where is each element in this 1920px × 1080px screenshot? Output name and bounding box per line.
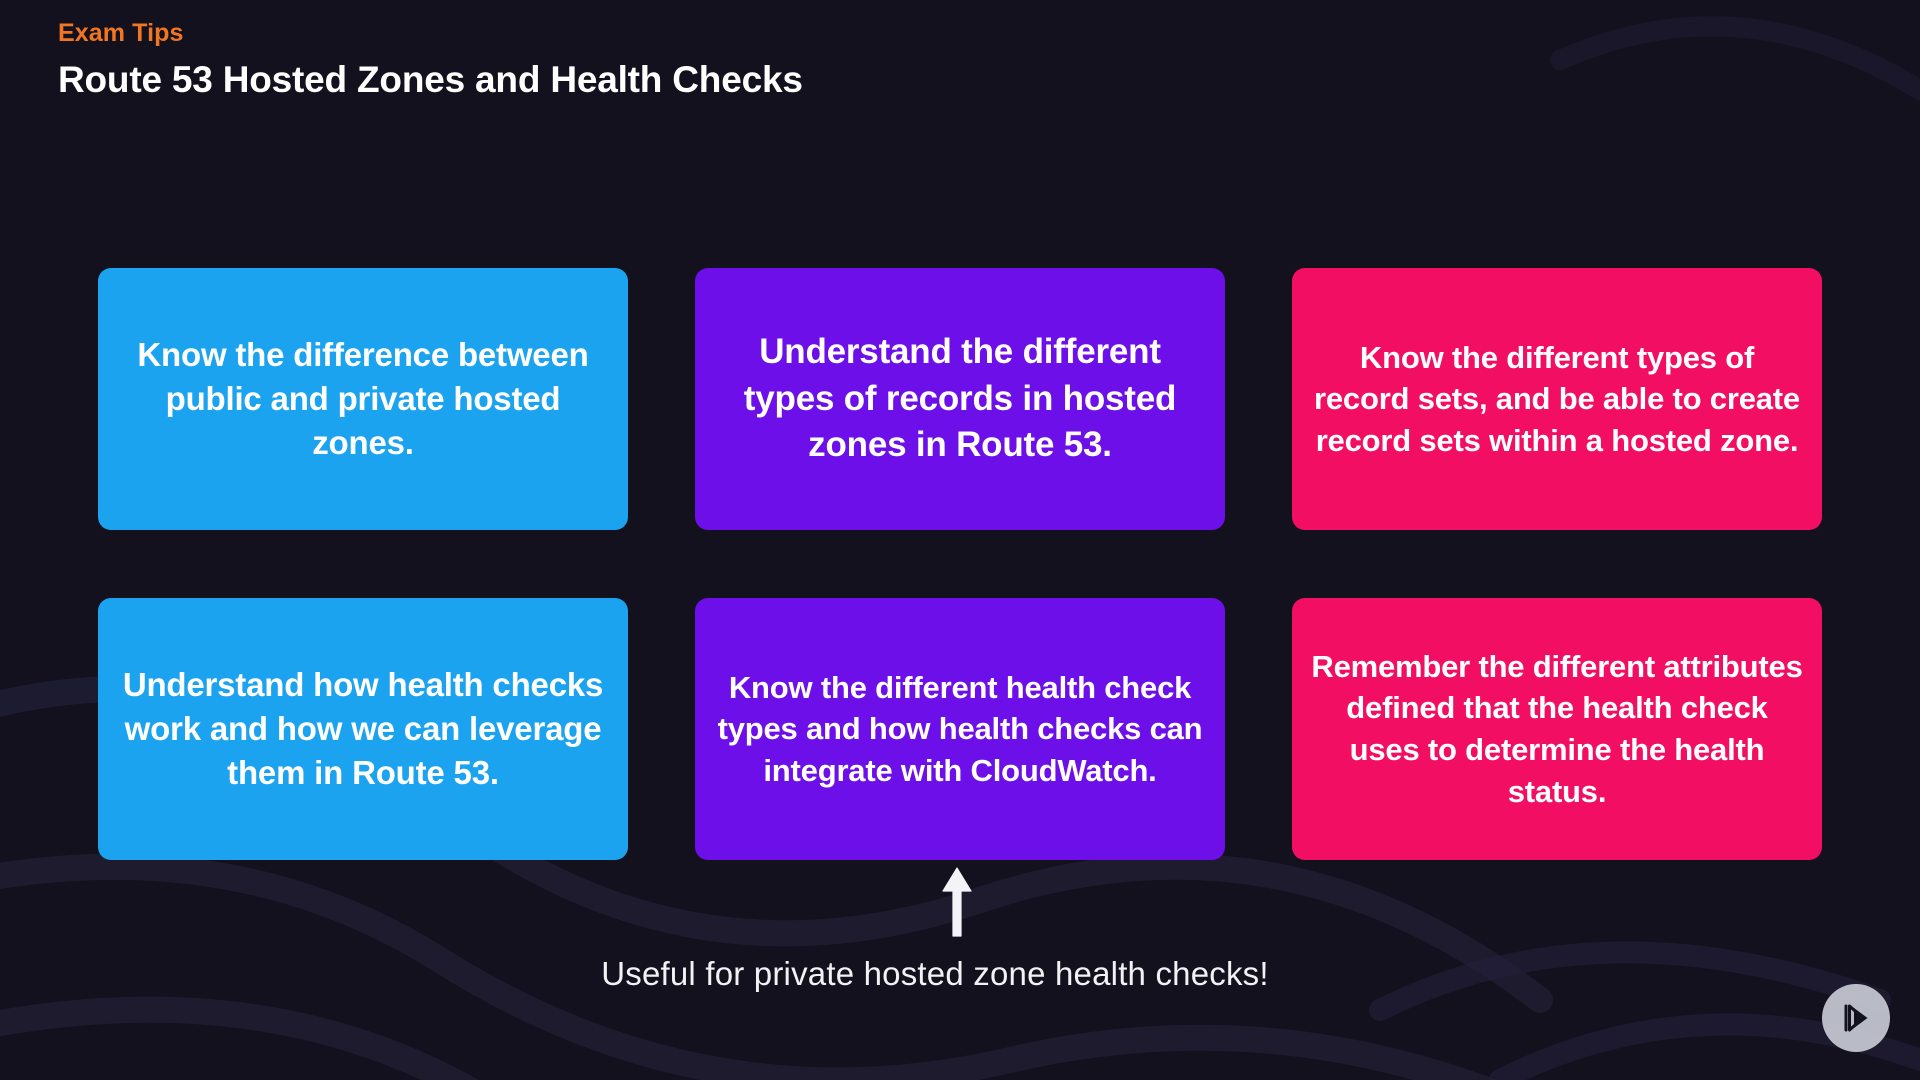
exam-tip-card-text: Remember the different attributes define… bbox=[1311, 648, 1803, 809]
watermark-logo bbox=[1822, 984, 1890, 1052]
exam-tip-card-health-checks-leverage: Understand how health checks work and ho… bbox=[98, 598, 628, 860]
play-double-triangle-icon bbox=[1844, 1004, 1868, 1032]
exam-tip-card-record-sets: Know the different types of record sets,… bbox=[1292, 268, 1822, 530]
exam-tip-card-health-check-types-cloudwatch: Know the different health check types an… bbox=[695, 598, 1225, 860]
exam-tip-card-text: Understand how health checks work and ho… bbox=[122, 665, 604, 792]
exam-tip-card-text: Understand the different types of record… bbox=[743, 331, 1177, 465]
annotation-caption-text: Useful for private hosted zone health ch… bbox=[601, 955, 1269, 992]
arrow-up-icon bbox=[942, 867, 972, 937]
exam-tip-card-public-private-hosted-zones: Know the difference between public and p… bbox=[98, 268, 628, 530]
exam-tip-card-health-check-attributes: Remember the different attributes define… bbox=[1292, 598, 1822, 860]
exam-tip-card-text: Know the different types of record sets,… bbox=[1314, 339, 1800, 458]
slide-header: Exam Tips Route 53 Hosted Zones and Heal… bbox=[58, 18, 803, 103]
exam-tip-card-grid: Know the difference between public and p… bbox=[98, 268, 1822, 860]
exam-tip-card-text: Know the different health check types an… bbox=[717, 669, 1203, 788]
page-title: Route 53 Hosted Zones and Health Checks bbox=[58, 59, 803, 101]
exam-tip-card-record-types-in-hosted-zones: Understand the different types of record… bbox=[695, 268, 1225, 530]
eyebrow-label: Exam Tips bbox=[58, 19, 184, 47]
annotation-caption: Useful for private hosted zone health ch… bbox=[0, 955, 1920, 993]
exam-tip-card-text: Know the difference between public and p… bbox=[137, 335, 589, 462]
